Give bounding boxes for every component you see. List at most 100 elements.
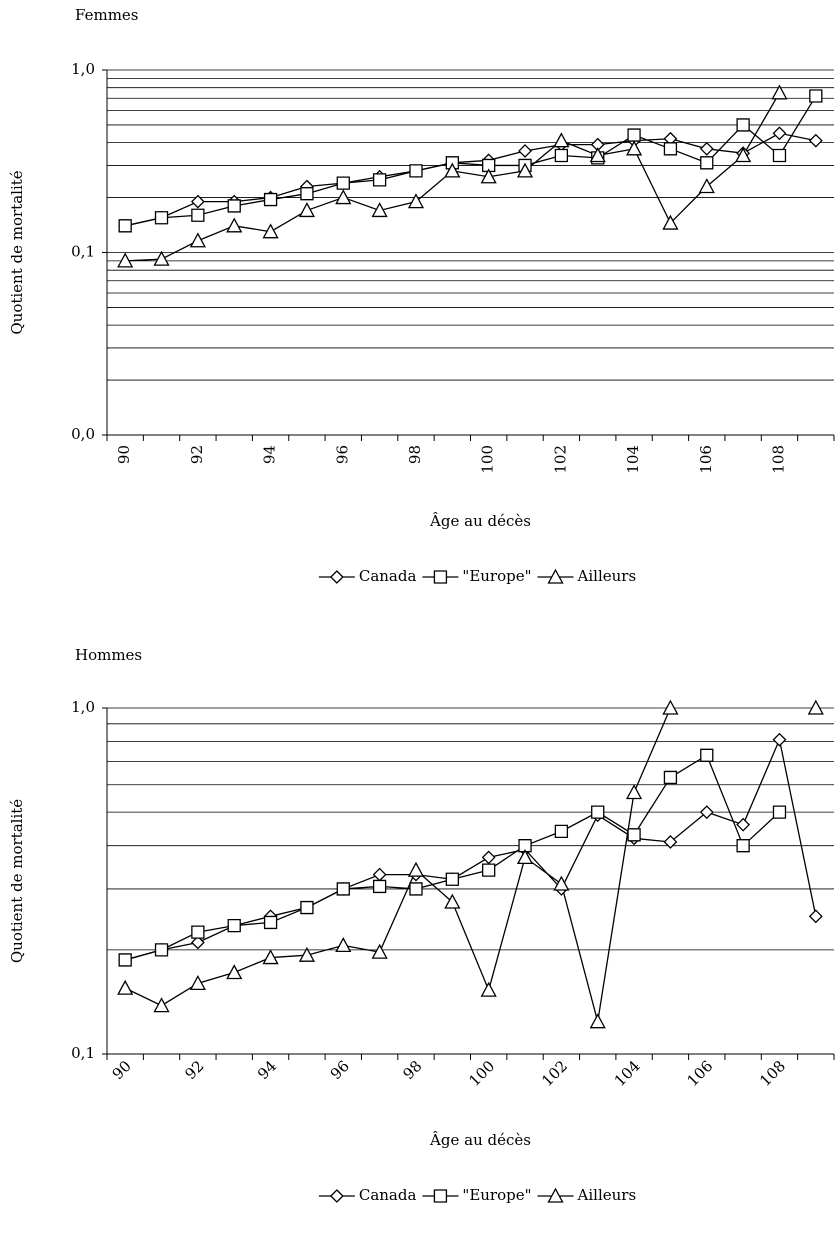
data-marker: [662, 699, 679, 715]
x-tick-label: 94: [254, 1057, 280, 1083]
data-marker: [735, 147, 752, 163]
data-marker: [262, 949, 279, 965]
data-marker: [444, 893, 461, 909]
y-tick-label: 0,1: [71, 1044, 95, 1062]
legend: Canada "Europe" Ailleurs: [318, 567, 637, 585]
data-marker: [371, 202, 388, 218]
data-marker: [808, 909, 823, 924]
data-marker: [153, 997, 170, 1013]
x-tick-label: 102: [551, 445, 569, 474]
data-marker: [771, 84, 788, 100]
data-marker: [736, 839, 750, 853]
x-tick-label: 92: [188, 445, 206, 464]
data-marker: [663, 835, 678, 849]
x-tick-label: 92: [181, 1057, 207, 1083]
legend-marker: [547, 1187, 564, 1203]
data-marker: [118, 953, 132, 967]
y-axis-label: Quotient de mortalité: [8, 799, 26, 963]
data-marker: [772, 805, 787, 819]
data-marker: [481, 850, 496, 865]
data-marker: [154, 211, 169, 225]
data-marker: [553, 132, 570, 148]
legend: Canada "Europe" Ailleurs: [318, 1186, 637, 1204]
legend-label: Ailleurs: [577, 1186, 637, 1204]
x-tick-label: 96: [333, 445, 351, 464]
data-marker: [480, 168, 497, 184]
legend-label: Canada: [359, 567, 417, 585]
data-marker: [736, 817, 751, 832]
data-marker: [335, 937, 352, 953]
x-tick-label: 90: [109, 1057, 135, 1083]
data-marker: [300, 900, 314, 915]
data-marker: [372, 867, 387, 882]
data-marker: [518, 839, 532, 853]
data-marker: [444, 162, 461, 178]
data-marker: [226, 964, 243, 980]
data-marker: [589, 147, 606, 163]
data-marker: [189, 975, 206, 991]
data-marker: [298, 946, 316, 962]
y-tick-label: 0,1: [71, 243, 95, 261]
data-marker: [663, 142, 678, 156]
legend-marker: [433, 1189, 448, 1203]
data-marker: [627, 828, 641, 842]
data-marker: [263, 915, 278, 930]
data-marker: [371, 943, 388, 959]
data-marker: [409, 164, 423, 178]
x-axis-label: Âge au décès: [429, 1131, 531, 1149]
data-marker: [118, 219, 132, 233]
data-marker: [807, 699, 824, 715]
data-marker: [298, 202, 316, 218]
data-marker: [553, 875, 570, 891]
data-marker: [772, 732, 787, 747]
x-tick-label: 100: [465, 1057, 498, 1090]
data-marker: [772, 126, 787, 141]
y-axis-label: Quotient de mortalité: [8, 170, 26, 334]
data-marker: [445, 872, 459, 886]
data-marker: [227, 918, 241, 933]
data-marker: [700, 748, 714, 762]
legend-label: Ailleurs: [577, 567, 637, 585]
data-marker: [589, 1013, 606, 1029]
data-marker: [482, 863, 496, 877]
data-marker: [662, 214, 679, 230]
x-tick-label: 106: [697, 445, 715, 474]
data-marker: [518, 144, 532, 158]
x-tick-label: 104: [611, 1057, 644, 1090]
x-tick-label: 90: [115, 445, 133, 464]
y-tick-label: 1,0: [71, 698, 95, 716]
data-marker: [627, 128, 641, 142]
data-marker: [516, 849, 534, 865]
legend-label: Canada: [359, 1186, 417, 1204]
legend-label: "Europe": [462, 1186, 531, 1204]
x-tick-label: 100: [479, 445, 497, 474]
data-marker: [591, 805, 605, 819]
x-tick-label: 98: [406, 445, 424, 464]
data-marker: [700, 156, 714, 170]
data-marker: [189, 232, 206, 248]
data-marker: [191, 925, 205, 939]
data-marker: [480, 981, 497, 997]
data-marker: [263, 192, 278, 207]
data-marker: [554, 148, 569, 163]
data-marker: [117, 252, 134, 268]
data-marker: [262, 223, 279, 239]
x-tick-label: 102: [538, 1057, 571, 1090]
data-marker: [335, 189, 352, 205]
data-marker: [226, 217, 243, 233]
data-marker: [117, 979, 134, 995]
data-marker: [663, 770, 678, 785]
data-marker: [809, 89, 823, 103]
legend-marker: [433, 570, 448, 584]
data-marker: [482, 158, 496, 173]
data-marker: [699, 805, 714, 820]
data-marker: [407, 193, 425, 209]
data-marker: [625, 140, 643, 156]
x-tick-label: 108: [769, 445, 787, 474]
series-line: [125, 754, 780, 961]
data-marker: [336, 176, 350, 190]
data-marker: [625, 784, 643, 800]
data-marker: [372, 879, 387, 894]
data-marker: [191, 208, 205, 222]
data-marker: [516, 162, 534, 178]
